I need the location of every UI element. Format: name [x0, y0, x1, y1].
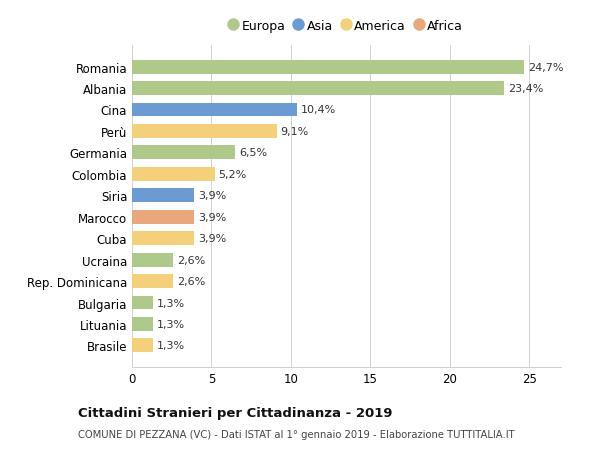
Text: 2,6%: 2,6%	[177, 255, 206, 265]
Bar	[132, 232, 194, 246]
Text: 3,9%: 3,9%	[198, 234, 226, 244]
Text: 1,3%: 1,3%	[157, 298, 185, 308]
Text: 1,3%: 1,3%	[157, 341, 185, 351]
Text: 2,6%: 2,6%	[177, 276, 206, 286]
Text: 5,2%: 5,2%	[218, 169, 247, 179]
Text: Cittadini Stranieri per Cittadinanza - 2019: Cittadini Stranieri per Cittadinanza - 2…	[78, 406, 392, 419]
Bar	[132, 253, 173, 267]
Text: 3,9%: 3,9%	[198, 191, 226, 201]
Text: 9,1%: 9,1%	[281, 127, 309, 137]
Legend: Europa, Asia, America, Africa: Europa, Asia, America, Africa	[230, 20, 463, 33]
Bar	[132, 125, 277, 139]
Bar	[132, 317, 152, 331]
Bar	[132, 146, 235, 160]
Text: 6,5%: 6,5%	[239, 148, 268, 158]
Text: 3,9%: 3,9%	[198, 212, 226, 222]
Bar	[132, 339, 152, 353]
Text: 1,3%: 1,3%	[157, 319, 185, 329]
Bar	[132, 61, 524, 74]
Bar	[132, 274, 173, 288]
Bar	[132, 168, 215, 181]
Bar	[132, 189, 194, 203]
Bar	[132, 296, 152, 310]
Bar	[132, 210, 194, 224]
Text: 24,7%: 24,7%	[529, 62, 564, 73]
Text: COMUNE DI PEZZANA (VC) - Dati ISTAT al 1° gennaio 2019 - Elaborazione TUTTITALIA: COMUNE DI PEZZANA (VC) - Dati ISTAT al 1…	[78, 429, 515, 439]
Bar	[132, 82, 504, 96]
Text: 10,4%: 10,4%	[301, 105, 337, 115]
Bar	[132, 103, 297, 117]
Text: 23,4%: 23,4%	[508, 84, 543, 94]
